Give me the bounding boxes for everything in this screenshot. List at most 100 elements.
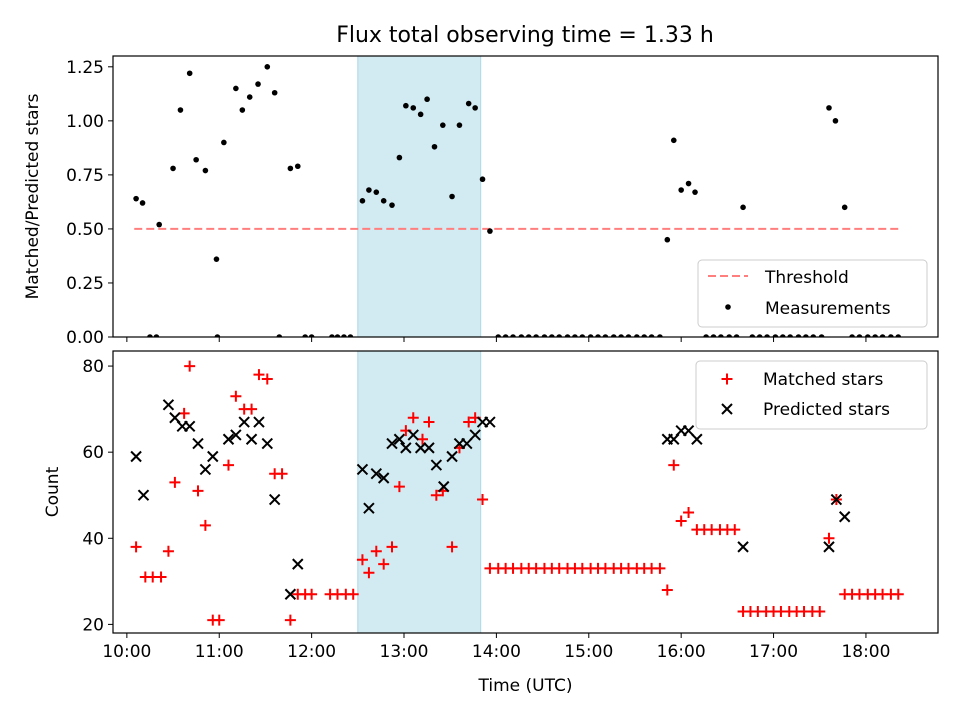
matched-star-point <box>423 416 435 428</box>
measurement-point <box>373 189 380 195</box>
measurement-point <box>329 334 335 337</box>
predicted-star-point <box>162 399 175 411</box>
measurement-point <box>410 105 417 111</box>
measurement-point <box>214 334 221 337</box>
matched-star-point <box>446 541 458 553</box>
legend-label: Measurements <box>765 299 891 319</box>
measurement-point <box>564 334 571 337</box>
predicted-star-point <box>130 450 142 463</box>
series-predicted-stars <box>130 399 851 600</box>
measurement-point <box>657 334 663 337</box>
predicted-star-point <box>370 467 383 480</box>
predicted-star-point <box>830 493 843 506</box>
predicted-star-point <box>292 558 304 570</box>
x-tick-label: 17:00 <box>749 642 798 662</box>
measurement-point <box>602 334 609 337</box>
measurement-point <box>341 334 347 337</box>
matched-star-point <box>675 515 687 527</box>
measurement-point <box>610 334 617 337</box>
measurement-point <box>703 334 709 337</box>
measurement-point <box>170 165 176 172</box>
measurement-point <box>685 180 692 187</box>
predicted-star-point <box>268 493 281 506</box>
legend-measurement-swatch <box>725 304 731 310</box>
measurement-point <box>803 334 809 337</box>
series-measurements <box>133 64 902 337</box>
measurement-point <box>634 334 640 337</box>
predicted-star-point <box>484 416 496 428</box>
measurement-point <box>618 334 624 337</box>
legend-label: Predicted stars <box>763 400 890 420</box>
bottom-axes-frame <box>112 350 939 634</box>
top-plot-area <box>133 64 902 337</box>
measurement-point <box>764 334 770 337</box>
measurement-point <box>710 334 717 337</box>
x-tick-label: 12:00 <box>287 642 336 662</box>
y-tick-label: 80 <box>82 357 104 377</box>
measurement-point <box>726 334 733 337</box>
matched-star-point <box>356 554 368 566</box>
measurement-point <box>740 204 746 211</box>
measurement-point <box>595 334 601 337</box>
matched-star-point <box>253 369 265 381</box>
matched-star-point <box>184 360 196 372</box>
matched-star-point <box>683 506 695 518</box>
predicted-star-point <box>682 424 695 437</box>
predicted-star-point <box>414 442 427 454</box>
bottom-observing-window-band <box>357 350 482 634</box>
x-tick-label: 15:00 <box>564 642 613 662</box>
x-tick-label: 11:00 <box>195 642 244 662</box>
matched-star-point <box>393 481 405 493</box>
predicted-star-point <box>386 437 398 450</box>
measurement-point <box>156 221 162 228</box>
measurement-point <box>389 202 395 208</box>
measurement-point <box>186 70 193 77</box>
legend-label: Threshold <box>764 268 849 288</box>
predicted-star-point <box>446 450 458 463</box>
predicted-star-point <box>230 429 242 441</box>
measurement-point <box>625 334 632 337</box>
predicted-star-point <box>691 433 703 445</box>
predicted-star-point <box>407 429 419 441</box>
predicted-star-point <box>838 511 851 523</box>
matched-star-point <box>378 558 390 570</box>
measurement-point <box>541 334 548 337</box>
matched-star-point <box>668 459 680 471</box>
measurement-point <box>572 334 578 337</box>
measurement-point <box>334 334 341 337</box>
measurement-point <box>556 334 563 337</box>
measurement-point <box>487 228 493 234</box>
predicted-star-point <box>363 502 375 514</box>
measurement-point <box>440 122 446 128</box>
measurement-point <box>239 107 246 113</box>
x-tick-label: 10:00 <box>102 642 151 662</box>
top-legend: Threshold Measurements <box>697 259 928 328</box>
measurement-point <box>895 334 902 337</box>
x-tick-label: 13:00 <box>380 642 429 662</box>
top-panel-matched-ratio: 0.00 0.25 0.50 0.75 1.00 1.25 Matched/Predicte… <box>23 55 939 348</box>
top-y-axis-label: Matched/Predicted stars <box>23 93 43 299</box>
matched-star-point <box>430 489 442 501</box>
measurement-point <box>678 187 684 193</box>
matched-star-point <box>347 588 359 600</box>
predicted-star-point <box>393 433 406 445</box>
matched-star-point <box>284 614 296 626</box>
measurement-point <box>772 334 779 337</box>
predicted-star-point <box>438 480 450 493</box>
measurement-point <box>147 334 153 337</box>
measurement-point <box>733 334 740 337</box>
measurement-point <box>664 236 671 243</box>
matched-star-point <box>162 545 174 557</box>
y-tick-label: 1.00 <box>66 112 104 132</box>
predicted-star-point <box>222 433 235 445</box>
measurement-point <box>302 334 308 337</box>
measurement-point <box>579 334 586 337</box>
y-tick-label: 20 <box>82 615 104 635</box>
predicted-star-point <box>253 416 265 428</box>
measurement-point <box>431 143 438 150</box>
measurement-point <box>587 334 594 337</box>
predicted-star-point <box>245 433 258 445</box>
top-axes-frame <box>112 55 939 338</box>
measurement-point <box>193 156 199 163</box>
predicted-star-point <box>423 442 435 454</box>
